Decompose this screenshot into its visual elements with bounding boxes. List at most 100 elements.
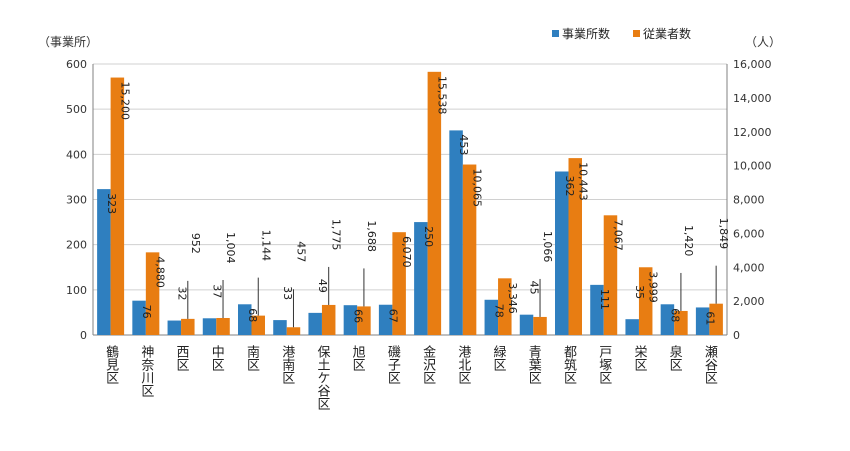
y-right-tick-label: 14,000 <box>733 92 772 105</box>
x-tick-label: 旭区 <box>350 345 366 371</box>
x-tick-label: 戸塚区 <box>596 345 612 384</box>
y-right-tick-label: 10,000 <box>733 160 772 173</box>
x-tick-label: 都筑区 <box>561 345 577 384</box>
data-label-establishments: 45 <box>528 281 541 295</box>
x-tick-label: 西区 <box>174 345 190 371</box>
data-label-employees: 6,070 <box>400 236 413 268</box>
bar-establishments <box>555 171 569 335</box>
bar-establishments <box>449 130 463 335</box>
x-tick-label: 青葉区 <box>526 345 542 384</box>
y-left-tick-label: 100 <box>66 284 87 297</box>
bar-employees <box>498 278 512 335</box>
data-label-establishments: 67 <box>387 309 400 323</box>
y-right-tick-label: 16,000 <box>733 58 772 71</box>
bar-establishments <box>273 320 287 335</box>
bar-employees <box>251 315 265 335</box>
x-tick-label: 泉区 <box>667 344 683 371</box>
x-tick-label: 栄区 <box>631 345 647 371</box>
data-label-establishments: 68 <box>246 308 259 322</box>
data-label-establishments: 362 <box>563 175 576 196</box>
bar-establishments <box>378 304 393 335</box>
bar-establishments <box>202 318 217 335</box>
data-label-employees: 1,004 <box>224 232 237 264</box>
y-left-tick-label: 300 <box>66 194 87 207</box>
bar-establishments <box>625 319 639 335</box>
x-tick-label: 磯子区 <box>385 345 401 384</box>
legend-swatch-employees <box>633 30 640 37</box>
bar-employees <box>568 158 582 335</box>
data-label-establishments: 61 <box>704 311 717 325</box>
bar-employees <box>674 310 688 335</box>
data-label-employees: 10,065 <box>471 169 484 208</box>
data-label-establishments: 37 <box>211 284 224 298</box>
bar-employees <box>427 71 442 335</box>
bar-employees <box>603 215 618 335</box>
data-label-employees: 1,066 <box>541 231 554 263</box>
legend-label-employees: 従業者数 <box>643 26 691 41</box>
data-label-employees: 1,420 <box>682 225 695 256</box>
bar-employees <box>286 327 301 335</box>
data-label-employees: 15,538 <box>435 76 448 115</box>
y-left-tick-label: 500 <box>66 103 87 116</box>
y-right-tick-label: 0 <box>733 329 740 342</box>
y-right-tick-label: 6,000 <box>733 227 765 240</box>
data-label-employees: 1,775 <box>330 219 343 251</box>
bar-establishments <box>97 189 111 335</box>
bar-establishments <box>238 304 252 335</box>
data-label-establishments: 35 <box>633 285 646 299</box>
bar-establishments <box>695 307 710 335</box>
x-tick-label: 港南区 <box>279 345 295 384</box>
y-left-tick-label: 200 <box>66 239 87 252</box>
legend-label-establishments: 事業所数 <box>562 26 610 41</box>
y-right-tick-label: 2,000 <box>733 295 765 308</box>
data-label-employees: 1,688 <box>365 220 378 252</box>
data-label-employees: 3,999 <box>647 271 660 303</box>
data-label-employees: 3,346 <box>506 282 519 314</box>
data-label-employees: 1,144 <box>259 230 272 262</box>
data-label-employees: 7,067 <box>611 219 624 251</box>
legend-swatch-establishments <box>552 30 559 37</box>
y-left-tick-label: 0 <box>80 329 87 342</box>
x-tick-label: 保土ケ谷区 <box>314 345 330 410</box>
data-label-establishments: 453 <box>457 134 470 155</box>
data-label-establishments: 49 <box>316 279 329 293</box>
bar-employees <box>321 304 336 335</box>
data-label-employees: 15,200 <box>118 82 131 121</box>
data-label-establishments: 323 <box>105 193 118 214</box>
y-right-tick-label: 4,000 <box>733 261 765 274</box>
bar-establishments <box>167 320 182 335</box>
bar-establishments <box>484 299 499 335</box>
x-tick-label: 南区 <box>244 344 260 371</box>
data-label-establishments: 250 <box>422 226 435 247</box>
bar-establishments <box>519 314 534 335</box>
x-tick-label: 金沢区 <box>420 344 436 384</box>
data-label-establishments: 76 <box>140 305 153 319</box>
x-tick-label: 中区 <box>209 345 224 371</box>
data-label-establishments: 68 <box>668 308 681 322</box>
bar-employees <box>462 164 477 335</box>
bar-employees <box>392 232 406 335</box>
x-tick-label: 緑区 <box>491 345 507 371</box>
bar-establishments <box>590 284 604 335</box>
data-label-establishments: 33 <box>281 286 294 300</box>
data-label-employees: 10,443 <box>576 162 589 201</box>
data-label-establishments: 32 <box>175 287 188 301</box>
bar-employees <box>638 267 653 335</box>
x-tick-label: 港北区 <box>455 345 471 384</box>
y-right-tick-label: 8,000 <box>733 194 765 207</box>
data-label-establishments: 78 <box>492 304 505 318</box>
bar-establishments <box>308 312 322 335</box>
y-left-axis-label: （事業所） <box>38 35 98 49</box>
bar-employees <box>709 303 723 335</box>
bar-employees <box>110 77 125 336</box>
data-label-employees: 4,880 <box>154 256 167 288</box>
bar-establishments <box>660 304 675 335</box>
x-tick-label: 瀬谷区 <box>702 345 718 384</box>
y-right-axis-label: （人） <box>745 35 781 49</box>
y-right-tick-label: 12,000 <box>733 126 772 139</box>
data-label-establishments: 66 <box>351 309 364 323</box>
y-left-tick-label: 600 <box>66 58 87 71</box>
data-label-establishments: 111 <box>598 289 611 310</box>
